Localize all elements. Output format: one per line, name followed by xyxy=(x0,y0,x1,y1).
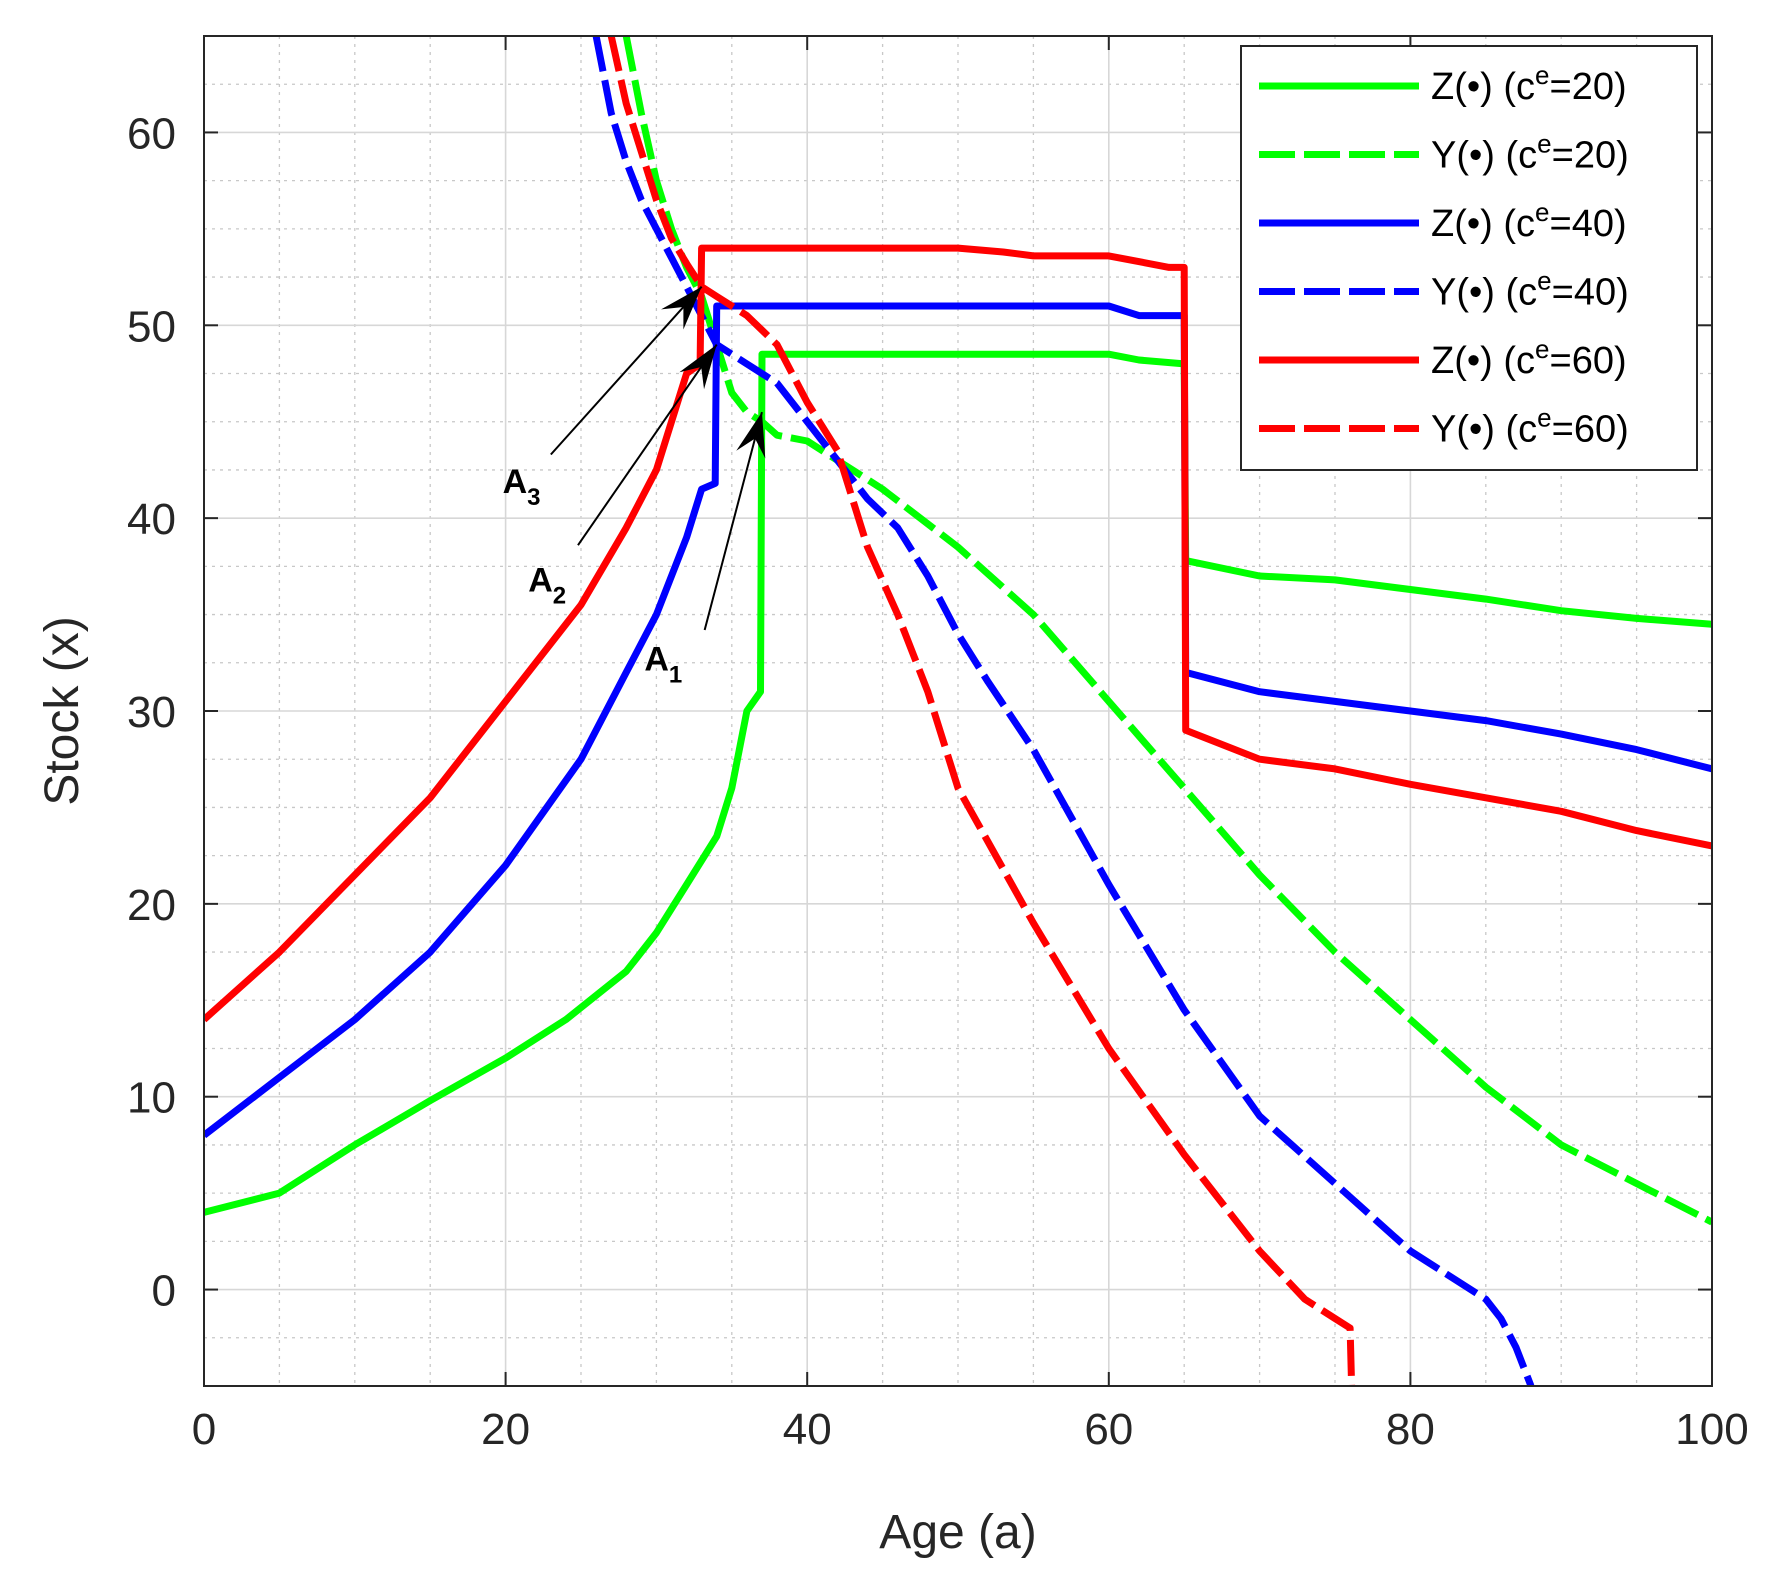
legend-entry-4: Y(•) (ce=40) xyxy=(1431,266,1629,314)
annotation-arrow-line xyxy=(577,344,718,546)
x-axis-label: Age (a) xyxy=(879,1506,1036,1559)
x-tick-label: 0 xyxy=(192,1405,216,1454)
y-tick-label: 40 xyxy=(127,495,176,544)
annotation-arrow-head xyxy=(679,344,717,390)
legend-box xyxy=(1240,45,1698,471)
legend-entry-2: Y(•) (ce=20) xyxy=(1431,129,1629,177)
series-line-1 xyxy=(204,350,1712,1216)
legend-entry-5: Z(•) (ce=60) xyxy=(1431,334,1627,382)
x-tick-label: 100 xyxy=(1675,1405,1748,1454)
annotation-arrow-line xyxy=(703,411,763,631)
series-line-3 xyxy=(204,302,1712,1139)
ticks: 0 20 40 60 80 100 0 10 20 30 40 50 60 xyxy=(127,36,1749,1454)
series-line-5 xyxy=(204,244,1712,1023)
x-tick-label: 80 xyxy=(1386,1405,1435,1454)
y-tick-label: 50 xyxy=(127,302,176,351)
legend-entry-3: Z(•) (ce=40) xyxy=(1431,197,1627,245)
annotation-arrow-head xyxy=(661,286,702,330)
series-line-4 xyxy=(592,36,1535,1386)
y-tick-label: 20 xyxy=(127,881,176,930)
x-tick-label: 20 xyxy=(481,1405,530,1454)
x-tick-label: 60 xyxy=(1084,1405,1133,1454)
annotation-arrow-head xyxy=(736,412,766,459)
y-tick-label: 30 xyxy=(127,688,176,737)
legend-entry-1: Z(•) (ce=20) xyxy=(1431,60,1627,108)
annotation-arrow-line xyxy=(550,286,703,456)
legend-entry-6: Y(•) (ce=60) xyxy=(1431,403,1629,451)
y-tick-label: 60 xyxy=(127,109,176,158)
legend: Z(•) (ce=20) Y(•) (ce=20) Z(•) (ce=40) Y(•)… xyxy=(1240,45,1698,471)
y-tick-label: 0 xyxy=(152,1267,176,1316)
x-tick-label: 40 xyxy=(783,1405,832,1454)
y-axis-label: Stock (x) xyxy=(36,616,89,805)
y-tick-label: 10 xyxy=(127,1074,176,1123)
series-line-6 xyxy=(607,36,1356,1386)
series-lines xyxy=(204,36,1712,1386)
